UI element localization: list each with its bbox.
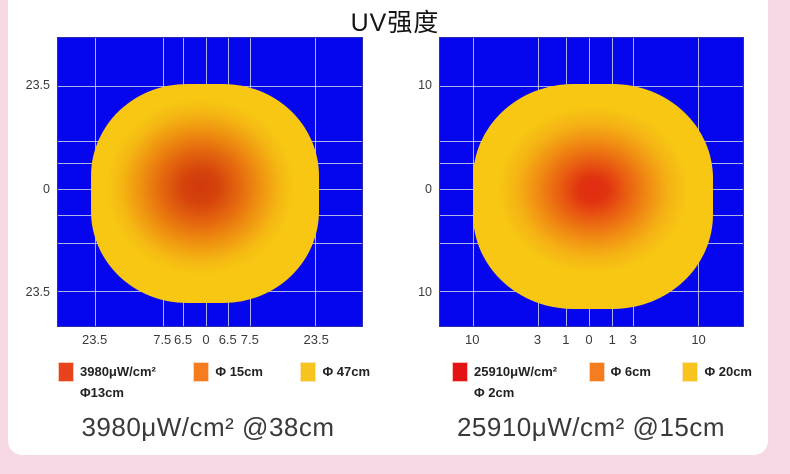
y-axis-left-chart: 23.5 0 23.5 — [6, 37, 50, 327]
x-axis-tick-label: 23.5 — [303, 332, 329, 347]
legend-text: Φ 6cm — [611, 362, 651, 382]
x-axis-tick-label: 0 — [585, 332, 593, 347]
x-axis-left-chart: 23.5 7.5 6.5 0 6.5 7.5 23.5 — [57, 332, 363, 348]
legend-item: Φ 20cm — [682, 362, 752, 400]
legend-label: 3980μW/cm² — [80, 364, 156, 379]
legend-left-chart: 3980μW/cm² Φ13cm Φ 15cm Φ 47cm — [58, 362, 370, 400]
x-axis-tick-label: 6.5 — [218, 332, 237, 347]
caption-left-chart: 3980μW/cm² @38cm — [81, 412, 335, 442]
legend-item: 3980μW/cm² Φ13cm — [58, 362, 156, 400]
legend-text: Φ 15cm — [215, 362, 263, 382]
heatmap-plot-right — [439, 37, 744, 327]
legend-label: 25910μW/cm² — [474, 364, 558, 379]
legend-color-swatch — [300, 362, 317, 382]
legend-color-swatch — [452, 362, 468, 382]
legend-sublabel: Φ 2cm — [474, 385, 515, 400]
legend-item: Φ 15cm — [193, 362, 263, 400]
legend-color-swatch — [682, 362, 699, 382]
legend-text: 3980μW/cm² Φ13cm — [80, 362, 156, 400]
x-axis-tick-label: 7.5 — [153, 332, 172, 347]
uv-intensity-blob — [473, 84, 713, 309]
legend-sublabel: Φ13cm — [80, 385, 124, 400]
x-axis-tick-label: 10 — [691, 332, 706, 347]
x-axis-tick-label: 0 — [202, 332, 210, 347]
legend-item: Φ 47cm — [300, 362, 370, 400]
legend-color-swatch — [58, 362, 74, 382]
x-axis-tick-label: 7.5 — [240, 332, 259, 347]
x-axis-tick-label: 3 — [533, 332, 542, 347]
legend-color-swatch — [193, 362, 210, 382]
y-axis-tick-label: 10 — [418, 284, 432, 299]
y-axis-tick-label: 23.5 — [25, 284, 50, 299]
x-axis-tick-label: 3 — [629, 332, 637, 347]
x-axis-tick-label: 10 — [465, 332, 480, 347]
y-axis-tick-label: 23.5 — [25, 78, 50, 93]
uv-intensity-blob — [91, 84, 320, 303]
legend-text: 25910μW/cm² Φ 2cm — [474, 362, 557, 400]
page-title: UV强度 — [350, 9, 440, 37]
y-axis-right-chart: 10 0 10 — [390, 37, 432, 327]
legend-label: Φ 47cm — [322, 364, 370, 379]
legend-text: Φ 47cm — [322, 362, 370, 382]
x-axis-tick-label: 23.5 — [81, 332, 108, 347]
legend-text: Φ 20cm — [704, 362, 752, 382]
legend-right-chart: 25910μW/cm² Φ 2cm Φ 6cm Φ 20cm — [452, 362, 752, 400]
legend-label: Φ 15cm — [215, 364, 263, 379]
y-axis-tick-label: 0 — [425, 181, 432, 196]
caption-right-chart: 25910μW/cm² @15cm — [456, 412, 726, 442]
x-axis-tick-label: 6.5 — [174, 332, 193, 347]
x-axis-tick-label: 1 — [608, 332, 616, 347]
legend-item: 25910μW/cm² Φ 2cm — [452, 362, 557, 400]
x-axis-tick-label: 1 — [562, 332, 570, 347]
heatmap-plot-left — [57, 37, 363, 327]
y-axis-tick-label: 0 — [43, 181, 50, 196]
y-axis-tick-label: 10 — [418, 78, 432, 93]
legend-color-swatch — [588, 362, 605, 382]
legend-item: Φ 6cm — [588, 362, 651, 400]
legend-label: Φ 6cm — [610, 364, 651, 379]
legend-label: Φ 20cm — [704, 364, 752, 379]
x-axis-right-chart: 10 3 1 0 1 3 10 — [439, 332, 744, 348]
